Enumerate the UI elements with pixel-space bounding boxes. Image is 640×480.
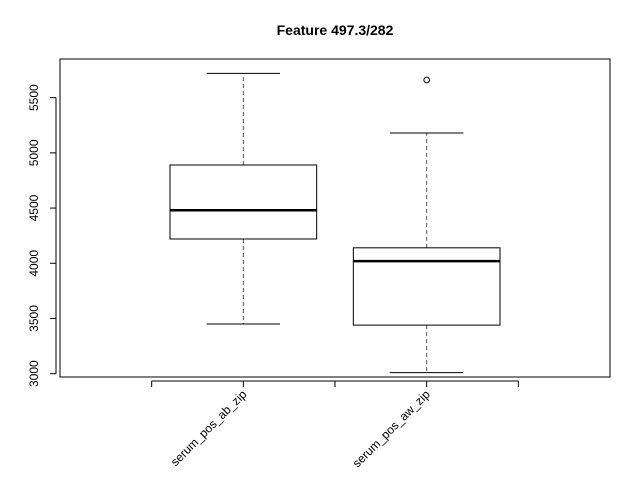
- plot-frame: [59, 58, 611, 378]
- y-tick-label: 4000: [27, 250, 41, 277]
- y-tick-label: 5000: [27, 139, 41, 166]
- y-axis: 3000 3500 4000 4500 5000 5500: [27, 84, 57, 387]
- x-tick-label: serum_pos_ab_zip: [168, 387, 250, 469]
- box-iqr: [352, 247, 501, 326]
- y-tick-label: 5500: [27, 84, 41, 111]
- y-tick-label: 3000: [27, 360, 41, 387]
- x-tick-label: serum_pos_aw_zip: [350, 387, 433, 470]
- box-group: [169, 72, 501, 374]
- chart-title: Feature 497.3/282: [277, 22, 394, 38]
- x-axis: serum_pos_ab_zip serum_pos_aw_zip: [151, 380, 519, 470]
- box-iqr: [169, 164, 318, 240]
- outlier-point: [423, 76, 430, 84]
- y-tick-label: 4500: [27, 194, 41, 221]
- y-tick-label: 3500: [27, 305, 41, 332]
